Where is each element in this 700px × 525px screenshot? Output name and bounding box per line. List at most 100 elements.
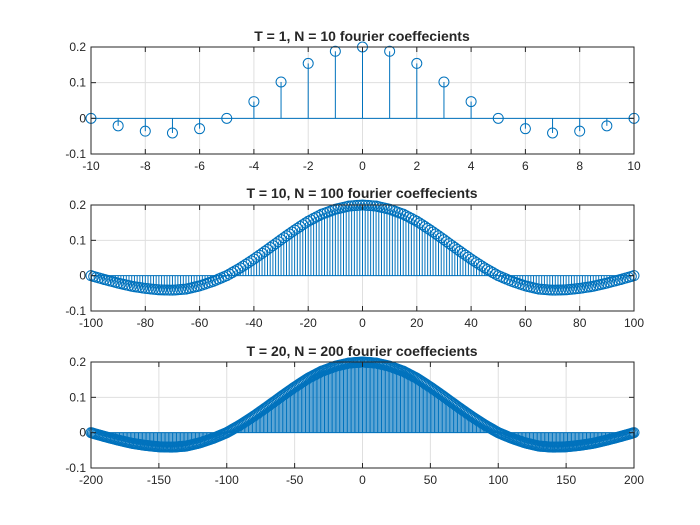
x-tick-label: 0: [359, 316, 366, 330]
x-tick-label: 2: [413, 159, 420, 173]
x-tick-label: 0: [359, 159, 366, 173]
stem-marker: [427, 226, 439, 238]
stem-marker: [574, 125, 586, 137]
stem-marker: [544, 284, 556, 296]
stem-marker: [473, 258, 485, 270]
stem-marker: [234, 262, 246, 274]
x-tick-label: 0: [359, 473, 366, 487]
stem-marker: [465, 96, 477, 108]
stem-marker: [367, 200, 379, 212]
stem-marker: [242, 257, 254, 269]
stem-marker: [264, 242, 276, 254]
x-tick-label: -8: [140, 159, 151, 173]
stem-marker: [408, 214, 420, 226]
stem-marker: [177, 283, 189, 295]
subplot-1: T = 1, N = 10 fourier coeffecients -10 -8…: [65, 28, 641, 173]
stem-marker: [229, 265, 241, 277]
x-tick-label: 8: [576, 159, 583, 173]
x-tick-label: -100: [215, 473, 239, 487]
x-tick-label: -80: [137, 316, 155, 330]
x-tick-label: -4: [249, 159, 260, 173]
subplot-3-title: T = 20, N = 200 fourier coeffecients: [246, 343, 477, 359]
x-tick-label: 6: [522, 159, 529, 173]
x-tick-label: -150: [147, 473, 171, 487]
stem-marker: [465, 253, 477, 265]
stem-marker: [541, 284, 553, 296]
stem-marker: [424, 224, 436, 236]
stem-marker: [481, 263, 493, 275]
stem-marker: [275, 234, 287, 246]
stem-marker: [457, 247, 469, 259]
stem-marker: [112, 120, 124, 132]
stem-marker: [438, 76, 450, 88]
stem-marker: [557, 284, 569, 296]
stem-marker: [468, 255, 480, 267]
stem-marker: [221, 112, 233, 124]
stem-marker: [484, 265, 496, 277]
stem-marker: [294, 221, 306, 233]
stem-marker: [164, 284, 176, 296]
stem-marker: [411, 57, 423, 69]
y-tick-label: 0: [79, 426, 86, 440]
stem-marker: [446, 240, 458, 252]
stem-marker: [555, 284, 567, 296]
stem-marker: [479, 262, 491, 274]
stem-marker: [153, 284, 165, 296]
stem-marker: [232, 263, 244, 275]
stem-marker: [384, 45, 396, 57]
x-tick-label: 80: [573, 316, 587, 330]
stem-marker: [343, 200, 355, 212]
stem-marker: [441, 236, 453, 248]
x-tick-label: 150: [556, 473, 576, 487]
x-tick-label: -2: [303, 159, 314, 173]
stem-marker: [476, 260, 488, 272]
stem-marker: [329, 45, 341, 57]
stem-marker: [419, 221, 431, 233]
stem-marker: [221, 270, 233, 282]
stem-marker: [365, 200, 377, 212]
x-tick-label: -6: [194, 159, 205, 173]
x-tick-label: 60: [519, 316, 533, 330]
y-tick-label: 0.1: [69, 233, 86, 247]
stem-marker: [462, 251, 474, 263]
stem-marker: [158, 284, 170, 296]
stem-marker: [405, 212, 417, 224]
stem-marker: [248, 253, 260, 265]
subplot-1-title: T = 1, N = 10 fourier coeffecients: [254, 28, 470, 44]
stem-marker: [299, 217, 311, 229]
y-tick-label: 0: [79, 269, 86, 283]
stem-marker: [259, 245, 271, 257]
stem-marker: [460, 249, 472, 261]
y-tick-label: 0.1: [69, 76, 86, 90]
x-tick-label: -40: [245, 316, 263, 330]
x-tick-label: 50: [424, 473, 438, 487]
stem-marker: [452, 244, 464, 256]
stem-marker: [139, 125, 151, 137]
stem-marker: [272, 236, 284, 248]
x-tick-label: -60: [191, 316, 209, 330]
y-tick-label: 0: [79, 111, 86, 125]
stem-marker: [430, 228, 442, 240]
stem-marker: [348, 200, 360, 212]
stem-marker: [302, 57, 314, 69]
y-tick-label: 0.2: [69, 198, 86, 212]
stem-marker: [291, 222, 303, 234]
stem-marker: [280, 230, 292, 242]
y-tick-label: 0.1: [69, 390, 86, 404]
stem-marker: [256, 247, 268, 259]
stem-marker: [471, 257, 483, 269]
stem-marker: [245, 255, 257, 267]
stem-marker: [533, 283, 545, 295]
stem-marker: [538, 284, 550, 296]
stem-marker: [454, 245, 466, 257]
stem-marker: [519, 123, 531, 135]
stem-marker: [552, 284, 564, 296]
x-tick-label: -10: [82, 159, 100, 173]
y-tick-label: -0.1: [65, 304, 86, 318]
stem-marker: [270, 238, 282, 250]
stem-marker: [237, 260, 249, 272]
stem-marker: [166, 127, 178, 139]
stem-marker: [226, 267, 238, 279]
stem-marker: [261, 244, 273, 256]
